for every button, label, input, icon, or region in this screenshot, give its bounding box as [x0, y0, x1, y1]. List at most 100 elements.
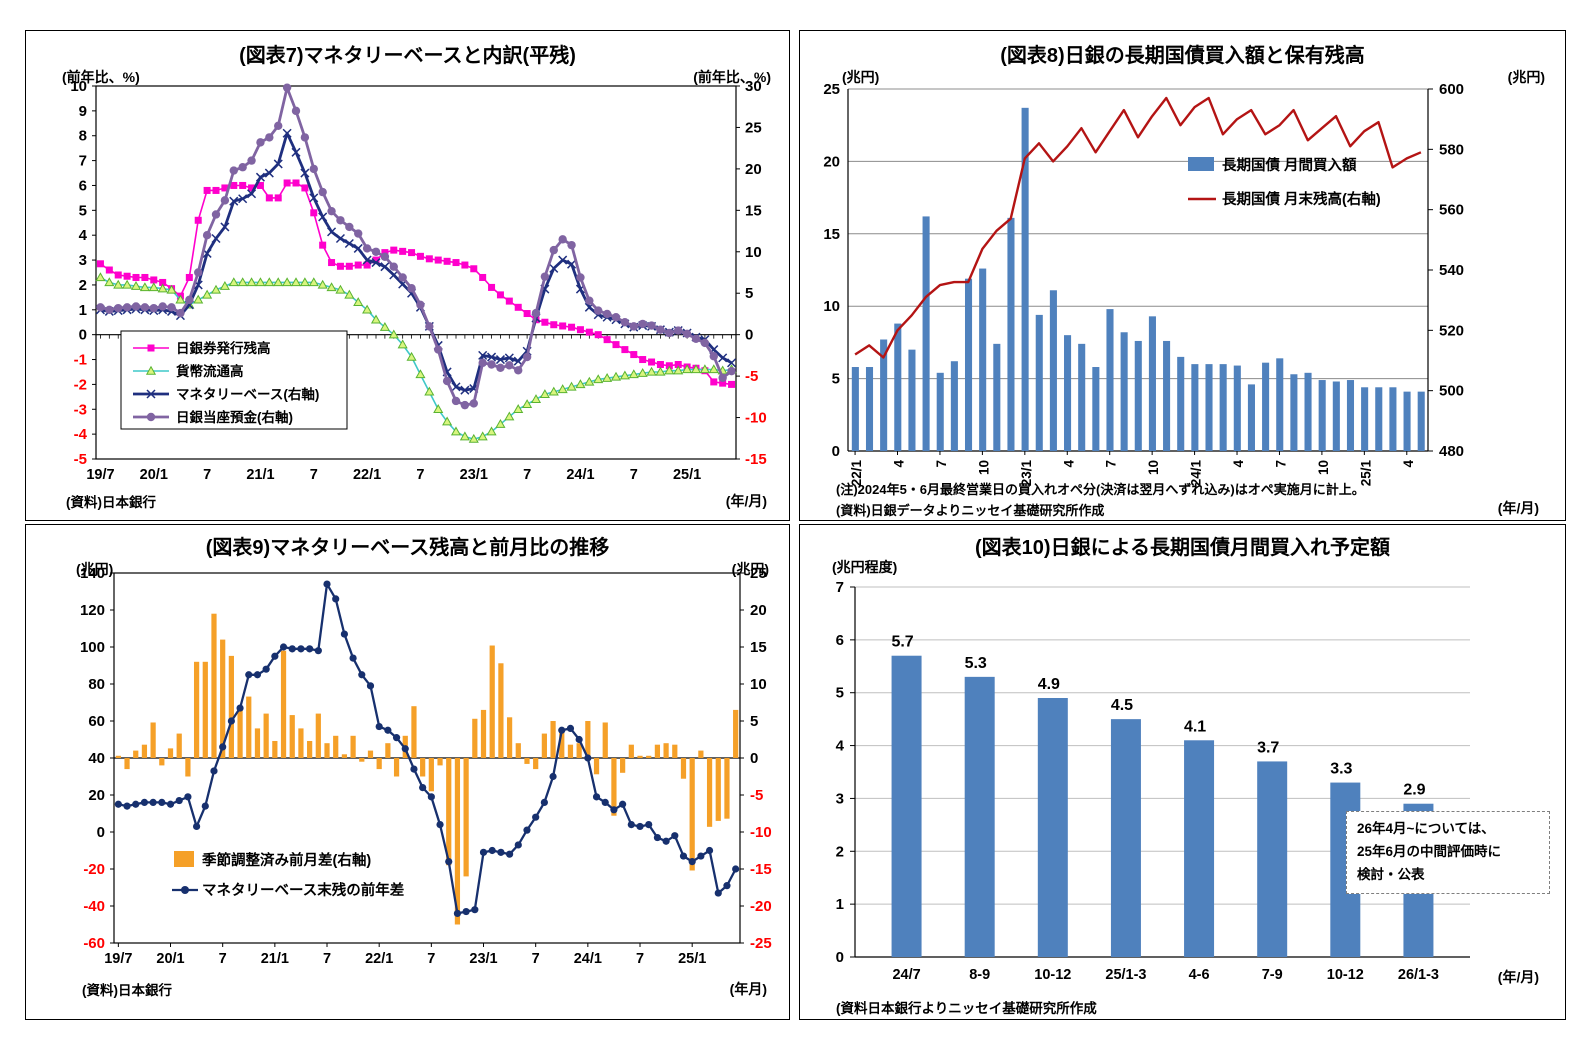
- svg-text:7: 7: [203, 467, 211, 483]
- svg-text:20: 20: [750, 602, 767, 619]
- svg-text:日銀当座預金(右軸): 日銀当座預金(右軸): [176, 409, 293, 425]
- chart7-plot: -5-4-3-2-1012345678910-15-10-50510152025…: [70, 78, 766, 483]
- svg-text:5: 5: [79, 202, 87, 219]
- svg-text:-25: -25: [750, 935, 772, 952]
- svg-text:6: 6: [836, 632, 844, 649]
- chart9-right-axis-unit: (兆円): [731, 561, 769, 577]
- chart10-bar-series: 5.7 24/7 5.3 8-9 4.9 10-12 4.5 25/1-3 4.1 4-6 3.7 7…: [891, 634, 1439, 983]
- svg-text:100: 100: [80, 639, 105, 656]
- svg-text:長期国債 月末残高(右軸): 長期国債 月末残高(右軸): [1222, 190, 1381, 208]
- svg-text:520: 520: [1439, 322, 1464, 339]
- svg-text:0: 0: [832, 443, 840, 460]
- svg-text:140: 140: [80, 565, 105, 582]
- chart8-source: (資料)日銀データよりニッセイ基礎研究所作成: [836, 503, 1105, 518]
- svg-text:15: 15: [745, 202, 762, 219]
- svg-text:23/1: 23/1: [469, 951, 497, 967]
- svg-text:5: 5: [836, 685, 844, 702]
- chart9-line-series: [114, 580, 740, 917]
- svg-text:7: 7: [310, 467, 318, 483]
- panel-chart8: 0 5 10 15 20 25 480 500 520 540 560 580 600 22/1 4 7 10 2…: [799, 30, 1566, 521]
- svg-text:10: 10: [1316, 460, 1331, 475]
- svg-text:23/1: 23/1: [460, 467, 488, 483]
- chart10-axes: 0 1 2 3 4 5 6 7: [836, 579, 1470, 966]
- svg-text:21/1: 21/1: [261, 951, 289, 967]
- svg-text:22/1: 22/1: [365, 951, 393, 967]
- svg-text:60: 60: [88, 713, 105, 730]
- chart9-axes: -60-40-20020406080100120140-25-20-15-10-…: [80, 565, 772, 967]
- svg-text:21/1: 21/1: [246, 467, 274, 483]
- chart10-x-axis-unit: (年/月): [1497, 969, 1539, 985]
- chart8-plot: 0 5 10 15 20 25 480 500 520 540 560 580 600 22/1 4 7 10 2…: [823, 81, 1464, 486]
- svg-text:-5: -5: [74, 451, 87, 468]
- svg-text:7: 7: [323, 951, 331, 967]
- svg-text:7: 7: [416, 467, 424, 483]
- svg-text:-20: -20: [83, 861, 105, 878]
- svg-text:30: 30: [745, 78, 762, 95]
- svg-text:15: 15: [823, 226, 840, 243]
- svg-text:7-9: 7-9: [1262, 967, 1283, 983]
- chart7-series-3: [96, 83, 736, 410]
- svg-text:長期国債 月間買入額: 長期国債 月間買入額: [1222, 156, 1357, 174]
- svg-text:3.3: 3.3: [1330, 761, 1352, 778]
- chart7-source: (資料)日本銀行: [66, 495, 156, 510]
- chart9-legend: 季節調整済み前月差(右軸) マネタリーベース末残の前年差: [172, 851, 404, 899]
- chart8-axes: 0 5 10 15 20 25 480 500 520 540 560 580 600 22/1 4 7 10 2…: [823, 81, 1464, 486]
- svg-text:560: 560: [1439, 202, 1464, 219]
- chart10-title: (図表10)日銀による長期国債月間買入れ予定額: [975, 537, 1390, 559]
- svg-text:2.9: 2.9: [1403, 782, 1425, 799]
- chart10-annotation-box: 26年4月~については、 25年6月の中間評価時に 検討・公表: [1346, 811, 1550, 894]
- svg-text:4: 4: [1061, 460, 1076, 468]
- svg-text:4.5: 4.5: [1111, 697, 1133, 714]
- svg-text:480: 480: [1439, 443, 1464, 460]
- chart8-right-axis-unit: (兆円): [1507, 69, 1545, 85]
- panel-chart9: -60 -40 -20 0 20 40 60 80 100 120 140 -25 -20 -15 -10-…: [25, 524, 790, 1020]
- svg-text:20: 20: [88, 787, 105, 804]
- chart8-title: (図表8)日銀の長期国債買入額と保有残高: [1000, 45, 1365, 67]
- svg-text:-40: -40: [83, 898, 105, 915]
- svg-text:3.7: 3.7: [1257, 739, 1279, 756]
- svg-text:15: 15: [750, 639, 767, 656]
- svg-text:5.3: 5.3: [965, 655, 987, 672]
- svg-text:24/7: 24/7: [892, 967, 920, 983]
- svg-text:1: 1: [79, 302, 87, 319]
- svg-text:7: 7: [630, 467, 638, 483]
- svg-text:24/1: 24/1: [574, 951, 602, 967]
- svg-text:4: 4: [1401, 460, 1416, 468]
- svg-text:2: 2: [836, 843, 844, 860]
- svg-text:20/1: 20/1: [140, 467, 168, 483]
- svg-text:2: 2: [79, 277, 87, 294]
- svg-text:20/1: 20/1: [156, 951, 184, 967]
- svg-text:4.1: 4.1: [1184, 718, 1206, 735]
- chart10-source: (資料日本銀行よりニッセイ基礎研究所作成: [836, 1001, 1097, 1016]
- svg-text:25: 25: [823, 81, 840, 98]
- svg-text:5: 5: [745, 285, 753, 302]
- svg-text:600: 600: [1439, 81, 1464, 98]
- svg-text:0: 0: [836, 949, 844, 966]
- svg-text:40: 40: [88, 750, 105, 767]
- svg-text:4.9: 4.9: [1038, 676, 1060, 693]
- svg-text:-60: -60: [83, 935, 105, 952]
- svg-text:-1: -1: [74, 352, 87, 369]
- svg-text:10: 10: [976, 460, 991, 475]
- svg-text:3: 3: [79, 252, 87, 269]
- svg-text:22/1: 22/1: [849, 460, 864, 487]
- svg-text:10-12: 10-12: [1034, 967, 1071, 983]
- chart10-y-axis-unit: (兆円程度): [832, 559, 898, 575]
- chart8-bar-series: [851, 107, 1425, 451]
- svg-text:10: 10: [1146, 460, 1161, 475]
- svg-text:1: 1: [836, 896, 844, 913]
- svg-text:4: 4: [79, 227, 88, 244]
- chart7-right-axis-unit: (前年比、%): [693, 69, 771, 85]
- svg-text:日銀券発行残高: 日銀券発行残高: [176, 340, 271, 356]
- svg-text:25/1: 25/1: [673, 467, 701, 483]
- chart9-x-axis-unit: (年月): [729, 981, 767, 997]
- svg-text:マネタリーベース末残の前年差: マネタリーベース末残の前年差: [202, 881, 404, 899]
- chart7-title: (図表7)マネタリーベースと内訳(平残): [239, 45, 576, 67]
- svg-text:19/7: 19/7: [86, 467, 114, 483]
- svg-text:5: 5: [750, 713, 758, 730]
- svg-text:4: 4: [892, 460, 907, 468]
- chart8-x-axis-unit: (年/月): [1497, 500, 1539, 516]
- panel-chart10: 0 1 2 3 4 5 6 7 5.7 24/7 5.3 8-9 4.9 10-12 4.5 25/1-3 4.…: [799, 524, 1566, 1020]
